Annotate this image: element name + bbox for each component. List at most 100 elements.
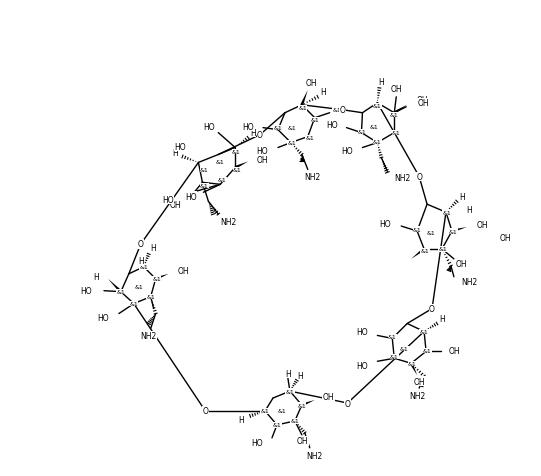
Text: &1: &1 (200, 183, 209, 188)
Text: H: H (150, 244, 156, 253)
Text: &1: &1 (390, 354, 399, 359)
Polygon shape (235, 162, 248, 169)
Text: &1: &1 (427, 230, 436, 235)
Text: O: O (429, 305, 435, 313)
Text: HO: HO (185, 192, 196, 201)
Text: &1: &1 (153, 277, 161, 282)
Text: HO: HO (162, 195, 174, 204)
Text: H: H (439, 314, 445, 323)
Text: HO: HO (242, 123, 254, 132)
Text: HO: HO (256, 147, 268, 156)
Text: NH2: NH2 (409, 391, 425, 400)
Text: HO: HO (81, 287, 92, 296)
Text: OH: OH (417, 99, 429, 108)
Text: &1: &1 (408, 361, 417, 366)
Text: &1: &1 (443, 210, 451, 215)
Text: &1: &1 (134, 285, 143, 289)
Text: &1: &1 (392, 131, 401, 136)
Polygon shape (155, 274, 169, 280)
Text: H: H (239, 416, 244, 425)
Text: &1: &1 (116, 289, 126, 295)
Text: O: O (202, 407, 208, 416)
Text: NH2: NH2 (307, 451, 323, 460)
Text: &1: &1 (232, 149, 241, 155)
Text: NH2: NH2 (220, 217, 236, 226)
Polygon shape (452, 228, 467, 233)
Text: &1: &1 (291, 418, 299, 424)
Text: H: H (250, 129, 256, 138)
Text: H: H (459, 192, 465, 201)
Text: H: H (466, 205, 472, 214)
Text: &1: &1 (200, 168, 209, 172)
Text: O: O (138, 240, 144, 249)
Text: H: H (297, 371, 303, 380)
Text: &1: &1 (358, 130, 367, 135)
Polygon shape (300, 90, 308, 106)
Text: &1: &1 (400, 346, 408, 351)
Text: &1: &1 (146, 295, 155, 299)
Text: OH: OH (413, 377, 425, 386)
Text: OH: OH (416, 96, 428, 105)
Text: H: H (285, 369, 291, 378)
Text: H: H (172, 149, 177, 158)
Text: &1: &1 (332, 108, 341, 113)
Text: HO: HO (380, 219, 391, 228)
Text: &1: &1 (129, 301, 138, 307)
Text: O: O (257, 131, 263, 140)
Text: &1: &1 (216, 159, 225, 165)
Text: &1: &1 (373, 104, 382, 109)
Text: &1: &1 (413, 227, 421, 232)
Text: HO: HO (356, 327, 367, 336)
Text: O: O (416, 172, 422, 181)
Text: &1: &1 (140, 265, 148, 270)
Text: &1: &1 (306, 136, 314, 141)
Text: NH2: NH2 (141, 331, 157, 340)
Text: OH: OH (170, 200, 182, 209)
Text: OH: OH (391, 85, 402, 94)
Text: &1: &1 (388, 334, 397, 339)
Text: &1: &1 (373, 140, 382, 145)
Text: &1: &1 (273, 423, 281, 427)
Text: OH: OH (177, 267, 189, 276)
Text: OH: OH (456, 260, 467, 269)
Text: HO: HO (356, 361, 367, 370)
Text: &1: &1 (274, 126, 282, 131)
Text: &1: &1 (421, 249, 430, 254)
Text: &1: &1 (420, 329, 428, 334)
Text: OH: OH (297, 436, 308, 446)
Text: H: H (138, 257, 143, 266)
Text: OH: OH (500, 233, 511, 242)
Text: &1: &1 (278, 408, 286, 414)
Text: OH: OH (449, 346, 460, 355)
Text: &1: &1 (370, 125, 379, 130)
Text: OH: OH (257, 156, 269, 165)
Text: HO: HO (204, 123, 215, 132)
Text: HO: HO (252, 438, 263, 447)
Text: O: O (345, 399, 351, 407)
Text: HO: HO (341, 147, 353, 156)
Text: &1: &1 (287, 141, 296, 146)
Polygon shape (393, 106, 407, 115)
Text: H: H (379, 78, 384, 87)
Text: &1: &1 (390, 113, 399, 118)
Polygon shape (108, 279, 122, 293)
Text: &1: &1 (439, 247, 447, 252)
Text: &1: &1 (286, 389, 294, 394)
Text: &1: &1 (299, 106, 307, 111)
Text: HO: HO (326, 121, 338, 130)
Text: HO: HO (97, 313, 109, 322)
Text: OH: OH (477, 220, 489, 229)
Text: NH2: NH2 (394, 173, 411, 182)
Text: &1: &1 (311, 118, 319, 123)
Text: &1: &1 (423, 348, 432, 353)
Polygon shape (411, 248, 425, 259)
Text: &1: &1 (218, 178, 227, 182)
Text: O: O (340, 106, 346, 115)
Text: NH2: NH2 (461, 278, 477, 287)
Text: OH: OH (306, 79, 318, 88)
Text: &1: &1 (233, 168, 242, 172)
Text: &1: &1 (261, 408, 269, 414)
Text: &1: &1 (448, 229, 457, 234)
Polygon shape (410, 363, 417, 376)
Text: H: H (320, 88, 326, 97)
